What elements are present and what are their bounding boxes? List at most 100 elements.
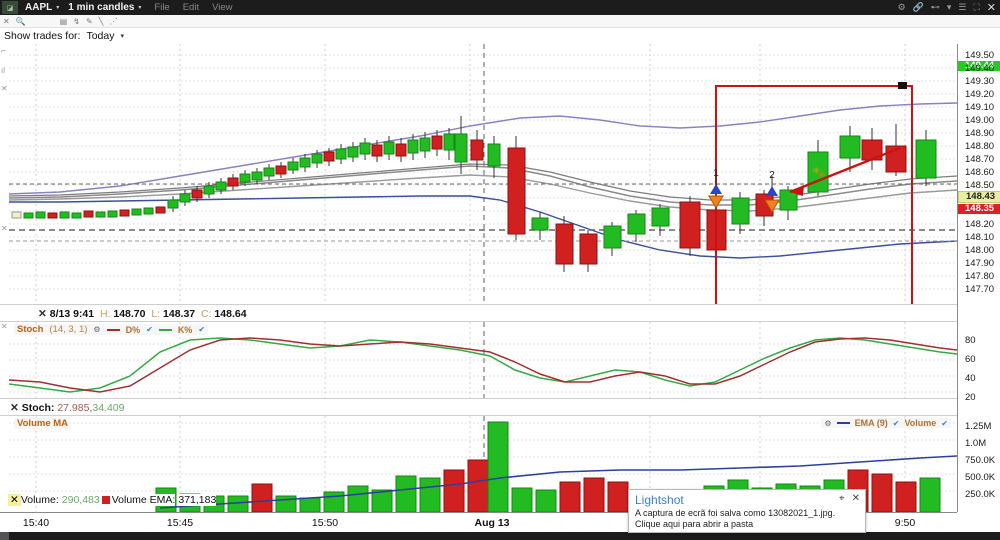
k-series-check-icon[interactable]: ✔ [198, 325, 206, 334]
stoch-d-value: 27.985 [57, 402, 90, 414]
toast-body[interactable]: A captura de ecrã foi salva como 1308202… [635, 508, 836, 529]
volume-readout: ✕ Volume: 290,483 Volume EMA: 371,183 [8, 494, 217, 506]
stochastic-panel[interactable]: Stoch (14, 3, 1) ⚙ D% ✔ K% ✔ [0, 322, 957, 398]
gear-icon[interactable]: ⚙ [897, 2, 906, 12]
cursor-icon[interactable]: ✕ [3, 16, 10, 26]
trade-marker-2-label: 2 [769, 170, 775, 181]
toast-actions: ⌖ ✕ [839, 493, 860, 504]
price-tick: 149.50 [965, 50, 995, 61]
timeframe-label[interactable]: 1 min candles [68, 2, 135, 13]
fib-icon[interactable]: ↯ [73, 16, 80, 26]
ohlc-high-label: H: [99, 308, 111, 320]
k-series-label: K% [177, 324, 193, 335]
stoch-params-label: (14, 3, 1) [49, 324, 88, 335]
ema-check-icon[interactable]: ✔ [892, 418, 900, 428]
d-series-color-swatch [106, 328, 120, 331]
price-tick: 147.90 [965, 258, 995, 269]
volume-check-icon[interactable]: ✔ [941, 418, 948, 428]
symbol-caret-icon[interactable]: ▾ [56, 5, 60, 11]
price-tick: 149.20 [965, 89, 995, 100]
chevron-down-icon[interactable]: ▾ [120, 33, 124, 40]
k-series-color-swatch [158, 328, 172, 331]
rail-icon-3: ✕ [1, 84, 8, 93]
pin-icon[interactable]: ⊷ [930, 2, 940, 12]
stoch-readout-bar: ✕ Stoch: 27.985,34.409 [0, 398, 957, 416]
link-icon[interactable]: 🔗 [912, 2, 924, 12]
line-icon[interactable]: ╲ [98, 16, 104, 26]
menu-edit[interactable]: Edit [182, 2, 200, 13]
price-chart-svg: ✳ ✳ [8, 44, 957, 304]
volume-ema-value: 371,183 [178, 494, 217, 506]
chevron-down-icon[interactable]: ▾ [946, 2, 952, 12]
menu-view[interactable]: View [212, 2, 233, 13]
gear-icon[interactable]: ⚙ [824, 418, 832, 428]
ask-price-badge: 148.35 [958, 204, 1000, 214]
price-tick: 148.80 [965, 141, 995, 152]
volume-close-icon[interactable]: ✕ [8, 494, 21, 506]
stoch-tick: 60 [965, 354, 976, 365]
close-icon[interactable]: ✕ [986, 2, 996, 14]
ohlc-close-label: C: [201, 308, 212, 320]
price-chart-panel[interactable]: ✳ ✳ 1 2 [0, 44, 957, 304]
stoch-readout-label: Stoch: [21, 402, 55, 414]
lightshot-notification[interactable]: ⌖ ✕ Lightshot A captura de ecrã foi salv… [628, 489, 866, 533]
bottom-scrollbar[interactable] [0, 532, 1000, 540]
menu-file[interactable]: File [154, 2, 170, 13]
tool-strip: ✕ 🔍 ▤ ↯ ✎ ╲ ⋰ [0, 15, 1000, 28]
stoch-name-label: Stoch [17, 324, 44, 335]
scrollbar-handle[interactable] [0, 532, 9, 540]
price-tick: 148.00 [965, 245, 995, 256]
d-series-check-icon[interactable]: ✔ [146, 325, 153, 334]
rays-icon[interactable]: ⋰ [109, 16, 118, 26]
pencil-icon[interactable]: ✎ [85, 16, 93, 26]
stoch-close-icon[interactable]: ✕ [10, 402, 19, 414]
ohlc-high-value: 148.70 [113, 308, 146, 320]
close-icon[interactable]: ✕ [851, 493, 860, 504]
price-tick: 147.80 [965, 271, 995, 282]
timeframe-caret-icon[interactable]: ▾ [138, 5, 142, 11]
stoch-readout: ✕ Stoch: 27.985,34.409 [10, 402, 125, 414]
price-tick: 148.90 [965, 128, 995, 139]
show-trades-value[interactable]: Today [86, 30, 115, 42]
trade-marker-1-label: 1 [713, 168, 719, 179]
stoch-tick: 80 [965, 335, 976, 346]
gear-icon[interactable]: ⚙ [93, 325, 101, 334]
right-axis-column[interactable]: 149.50 149.44 149.40 149.30 149.20 149.1… [957, 44, 1000, 512]
volume-readout-label: Volume: [20, 494, 59, 506]
show-trades-label: Show trades for: [4, 30, 81, 42]
bid-price-badge: 148.43 [958, 191, 1000, 203]
fullscreen-icon[interactable]: ⛶ [973, 2, 980, 12]
magnifier-icon[interactable]: 🔍 [15, 16, 26, 26]
price-tick: 148.70 [965, 154, 995, 165]
volume-tick: 1.0M [965, 438, 987, 449]
ohlc-close-icon[interactable]: ✕ [38, 308, 47, 320]
svg-text:✳: ✳ [812, 166, 820, 177]
volume-tick: 750.0K [965, 455, 996, 466]
title-bar: ◪ AAPL ▾ 1 min candles ▾ File Edit View … [0, 0, 1000, 15]
show-trades-bar: Show trades for: Today ▾ [0, 28, 1000, 44]
rail-icon-5: ✕ [1, 322, 8, 331]
price-tick: 148.10 [965, 232, 995, 243]
price-tick: 149.40 [965, 63, 995, 74]
ohlc-low-label: L: [151, 308, 161, 320]
price-tick: 149.30 [965, 76, 995, 87]
volume-legend-label: Volume [904, 418, 937, 428]
rail-icon-1: ⌐ [1, 46, 6, 55]
measure-icon[interactable]: ▤ [59, 16, 68, 26]
volume-tick: 1.25M [965, 421, 992, 432]
time-label: 15:40 [22, 517, 50, 529]
stochastic-header: Stoch (14, 3, 1) ⚙ D% ✔ K% ✔ [14, 324, 209, 335]
symbol-label[interactable]: AAPL [25, 2, 53, 13]
volume-panel[interactable]: Volume MA ⚙ EMA (9) ✔ Volume ✔ ✕ Volume:… [0, 416, 957, 512]
toast-title: Lightshot [635, 493, 684, 507]
equals-icon[interactable]: ☰ [958, 2, 967, 12]
price-tick: 149.10 [965, 102, 995, 113]
ohlc-close-value: 148.64 [214, 308, 247, 320]
price-tick: 148.50 [965, 180, 995, 191]
last-price-badge: 149.44 [958, 61, 1000, 71]
time-label: 15:50 [311, 517, 339, 529]
stoch-tick: 40 [965, 373, 976, 384]
volume-name-label: Volume MA [17, 418, 69, 429]
pin-icon[interactable]: ⌖ [838, 493, 845, 504]
price-tick: 149.00 [965, 115, 995, 126]
